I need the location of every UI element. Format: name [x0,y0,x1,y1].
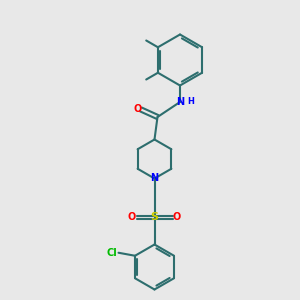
Text: S: S [151,212,158,223]
Text: H: H [187,98,194,106]
Text: N: N [150,173,159,184]
Text: Cl: Cl [106,248,117,258]
Text: O: O [133,104,142,115]
Text: O: O [128,212,136,223]
Text: N: N [176,97,184,107]
Text: O: O [173,212,181,223]
